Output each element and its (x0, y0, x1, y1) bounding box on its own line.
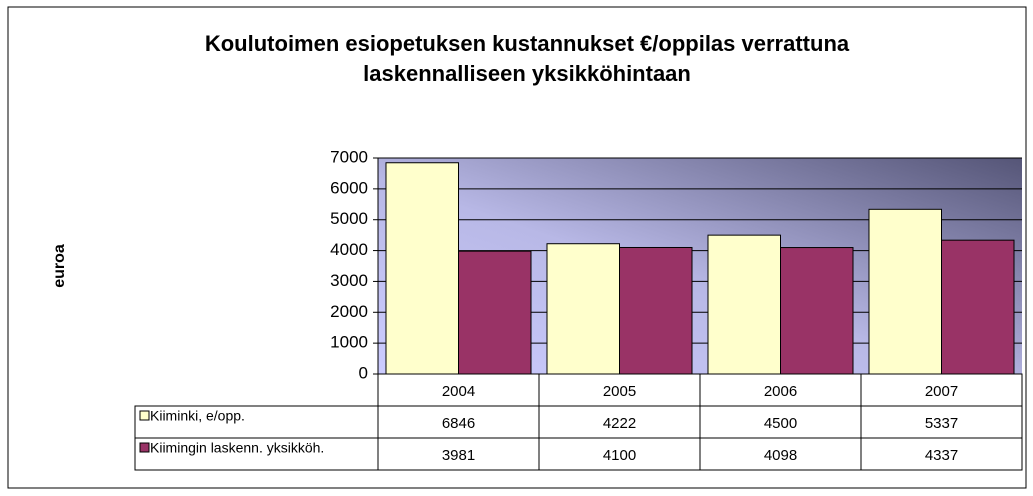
table-value: 6846 (442, 415, 475, 432)
y-tick-label: 3000 (330, 271, 368, 290)
x-tick-label: 2004 (442, 383, 475, 400)
table-value: 4500 (764, 415, 797, 432)
table-value: 4100 (603, 447, 636, 464)
y-tick-label: 1000 (330, 333, 368, 352)
bar (868, 208, 942, 375)
bar (619, 246, 693, 375)
x-tick-label: 2005 (603, 383, 636, 400)
y-axis-label: euroa (51, 244, 68, 288)
y-tick-label: 6000 (330, 178, 368, 197)
legend-swatch (139, 442, 150, 453)
y-tick-label: 7000 (330, 147, 368, 166)
table-value: 4337 (925, 447, 958, 464)
chart-title: laskennalliseen yksikköhintaan (363, 61, 691, 86)
bar (458, 250, 532, 375)
y-tick-label: 2000 (330, 302, 368, 321)
bar (941, 239, 1015, 375)
legend-label: Kiimingin laskenn. yksikköh. (150, 440, 324, 456)
legend-swatch (139, 410, 150, 421)
table-value: 5337 (925, 415, 958, 432)
bar (385, 162, 459, 375)
bar (546, 243, 620, 375)
y-tick-label: 0 (359, 363, 368, 382)
bar (780, 247, 854, 375)
table-value: 4222 (603, 415, 636, 432)
y-tick-label: 4000 (330, 240, 368, 259)
y-tick-label: 5000 (330, 209, 368, 228)
x-tick-label: 2007 (925, 383, 958, 400)
x-tick-label: 2006 (764, 383, 797, 400)
bar (707, 234, 781, 375)
legend-label: Kiiminki, e/opp. (150, 408, 245, 424)
chart-title: Koulutoimen esiopetuksen kustannukset €/… (205, 31, 850, 56)
table-value: 3981 (442, 447, 475, 464)
table-value: 4098 (764, 447, 797, 464)
